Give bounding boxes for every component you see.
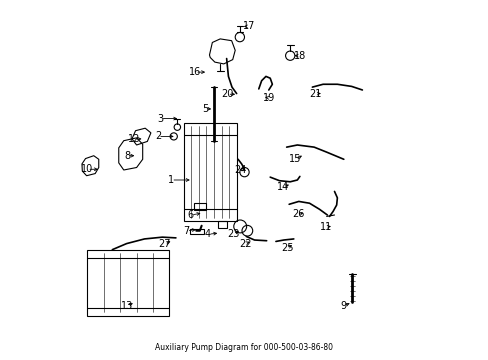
Text: 6: 6	[187, 210, 194, 220]
Bar	[193, 203, 206, 210]
Text: 2: 2	[155, 131, 161, 141]
Text: 26: 26	[292, 209, 305, 219]
Text: 8: 8	[124, 151, 130, 161]
Text: 13: 13	[121, 301, 133, 311]
Text: 15: 15	[289, 154, 301, 164]
Text: 11: 11	[319, 222, 331, 232]
Bar	[190, 229, 203, 234]
Bar	[183, 123, 236, 221]
Text: 7: 7	[183, 226, 189, 236]
Text: 5: 5	[202, 104, 208, 113]
Text: 25: 25	[281, 243, 293, 253]
Text: 14: 14	[276, 182, 288, 192]
Text: 12: 12	[128, 134, 141, 144]
Text: 10: 10	[81, 164, 93, 174]
Text: 3: 3	[157, 113, 163, 123]
Text: 23: 23	[226, 229, 239, 239]
Text: 17: 17	[242, 21, 254, 31]
Text: 24: 24	[234, 165, 246, 175]
Text: 9: 9	[340, 301, 346, 311]
Text: 21: 21	[308, 89, 321, 99]
Text: 1: 1	[168, 175, 174, 185]
Text: 20: 20	[221, 89, 233, 99]
Text: Auxiliary Pump Diagram for 000-500-03-86-80: Auxiliary Pump Diagram for 000-500-03-86…	[155, 343, 333, 352]
Text: 22: 22	[239, 239, 251, 249]
Bar	[87, 249, 169, 316]
Bar	[217, 221, 226, 228]
Text: 18: 18	[293, 51, 305, 61]
Text: 19: 19	[262, 93, 274, 103]
Text: 4: 4	[204, 229, 211, 239]
Text: 27: 27	[158, 239, 170, 249]
Text: 16: 16	[189, 67, 201, 77]
